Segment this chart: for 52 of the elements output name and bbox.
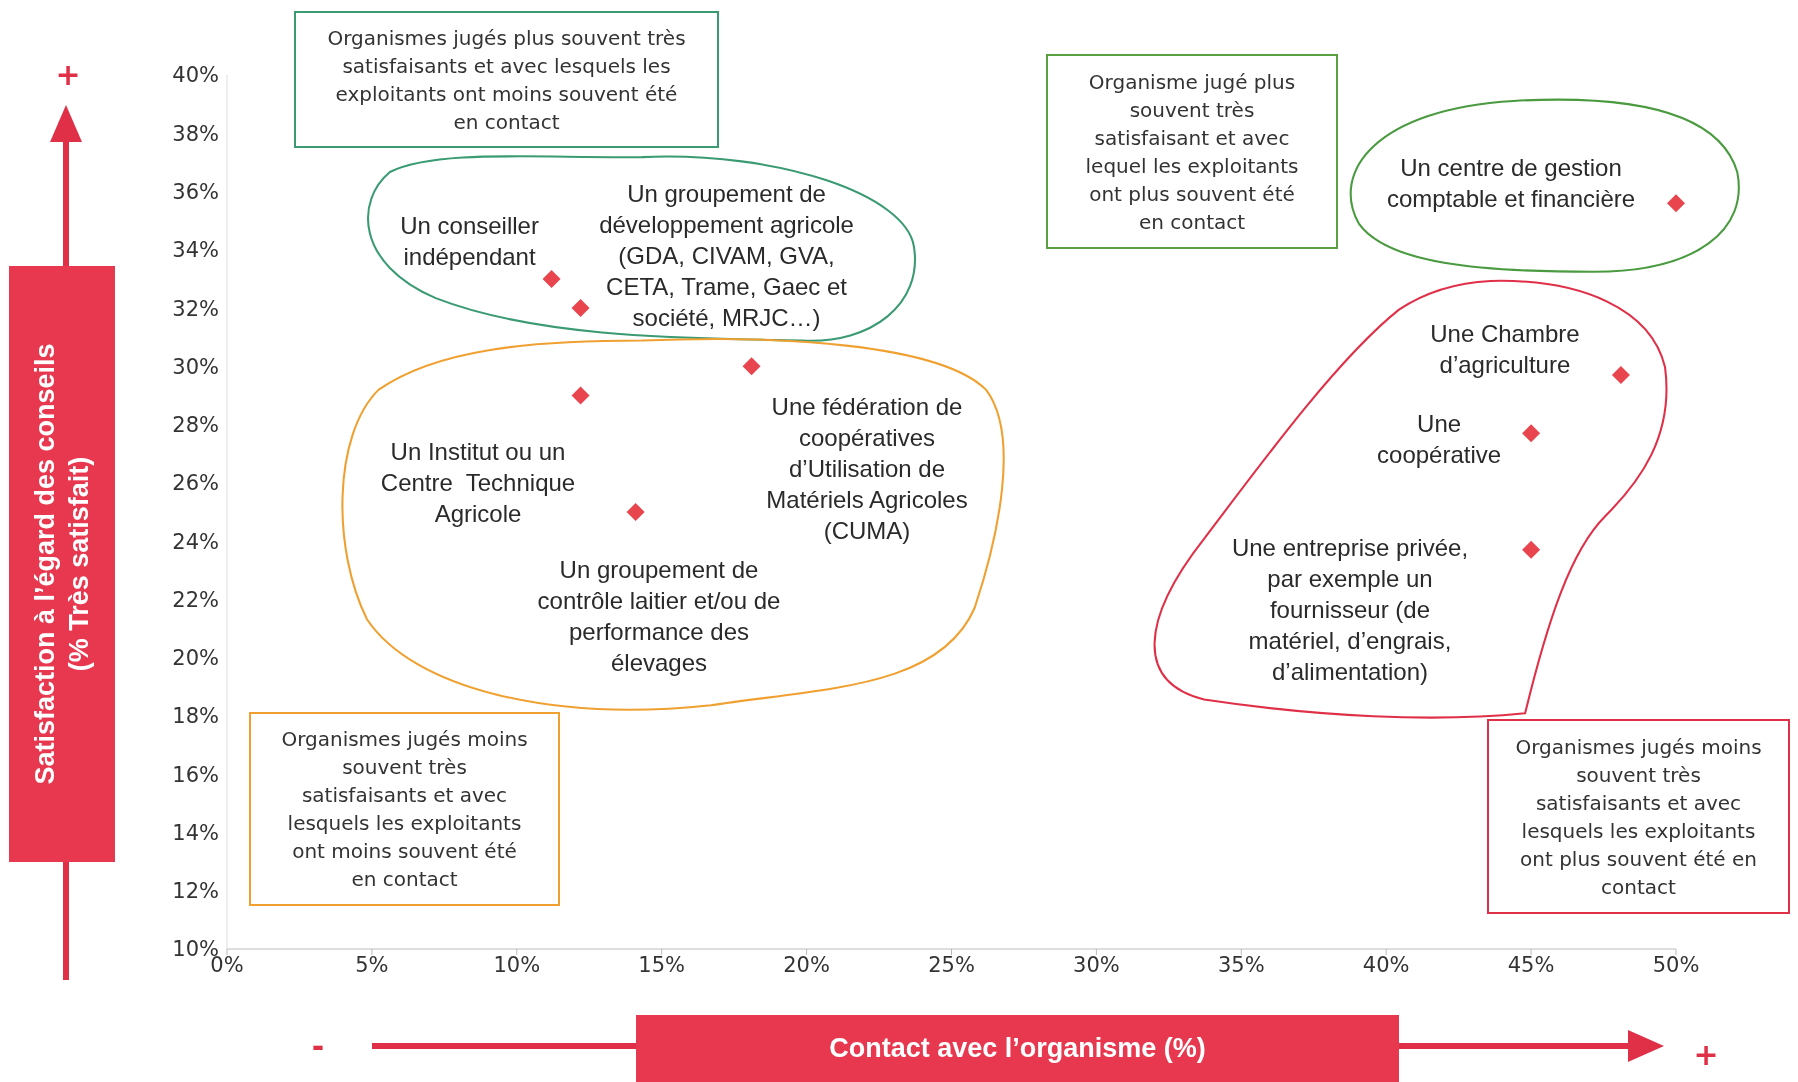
text: - — [311, 1028, 325, 1064]
annotation: Organismes jugés moins souvent très satisfaisants et avec lesquels les exploitants ont moins souvent été en contact — [281, 726, 528, 893]
x-tick-label: 30% — [1073, 952, 1120, 977]
x-tick-label: 10% — [493, 952, 541, 977]
y-tick-label: 14% — [172, 820, 219, 845]
y-tick-label: 26% — [172, 471, 219, 496]
y-axis-title: Satisfaction à l’égard des conseils (% Très satisfait) — [29, 343, 95, 785]
point — [1522, 424, 1541, 443]
annotation: Une fédération de coopératives d’Utilisation de Matériels Agricoles (CUMA) — [766, 391, 968, 546]
annotation: Un Institut ou un Centre Technique Agricole — [380, 436, 576, 529]
x-tick-label: 15% — [638, 952, 686, 977]
point — [571, 386, 590, 405]
y-tick-label: 24% — [172, 529, 219, 554]
x-tick-label: 25% — [928, 952, 975, 977]
y-tick-label: 28% — [172, 413, 219, 438]
point — [571, 299, 590, 318]
annotation: Un groupement de contrôle laitier et/ou de performance des élevages — [537, 555, 781, 678]
annotation: Un conseiller indépendant — [400, 210, 539, 272]
annotation: Organisme jugé plus souvent très satisfaisant et avec lequel les exploitants ont plus souvent été en contact — [1085, 68, 1299, 236]
y-tick-label: 30% — [172, 354, 219, 379]
y-tick-label: 32% — [172, 296, 219, 321]
y-tick-label: 38% — [172, 121, 219, 146]
y-tick-label: 20% — [172, 646, 219, 671]
x-tick-label: 35% — [1217, 952, 1265, 977]
y-tick-label: 18% — [172, 704, 219, 729]
x-tick-label: 45% — [1507, 952, 1555, 977]
annotation: Organismes jugés plus souvent très satisfaisants et avec lesquels les exploitants ont moins souvent été en contact — [327, 24, 686, 136]
annotation: Un centre de gestion comptable et financière — [1386, 153, 1636, 215]
annotation: Un groupement de développement agricole (GDA, CIVAM, GVA, CETA, Trame, Gaec et société, MRJC…) — [599, 178, 854, 333]
x-tick-label: 50% — [1652, 952, 1700, 977]
point — [1522, 540, 1541, 559]
text: + — [55, 56, 81, 92]
point — [626, 503, 645, 521]
y-tick-label: 16% — [172, 762, 219, 787]
y-tick-label: 34% — [172, 238, 219, 263]
point — [1611, 366, 1630, 385]
y-tick-label: 22% — [172, 587, 219, 612]
x-tick-label: 20% — [783, 952, 830, 977]
x-tick-label: 40% — [1362, 952, 1410, 977]
x-tick-label: 5% — [355, 952, 389, 977]
y-tick-label: 40% — [172, 63, 219, 88]
y-tick-label: 12% — [172, 879, 219, 904]
point — [542, 269, 561, 288]
point — [742, 357, 761, 376]
annotation: Une Chambre d’agriculture — [1430, 319, 1580, 381]
y-tick-label: 36% — [172, 179, 219, 204]
text: + — [1693, 1036, 1719, 1072]
point — [1667, 194, 1685, 213]
annotation: Une coopérative — [1377, 409, 1502, 471]
x-axis-title: Contact avec l’organisme (%) — [636, 1015, 1399, 1082]
annotation: Une entreprise privée, par exemple un fournisseur (de matériel, d’engrais, d’alimentation) — [1231, 532, 1469, 687]
annotation: Organismes jugés moins souvent très satisfaisants et avec lesquels les exploitants ont plus souvent été en contact — [1515, 733, 1762, 901]
